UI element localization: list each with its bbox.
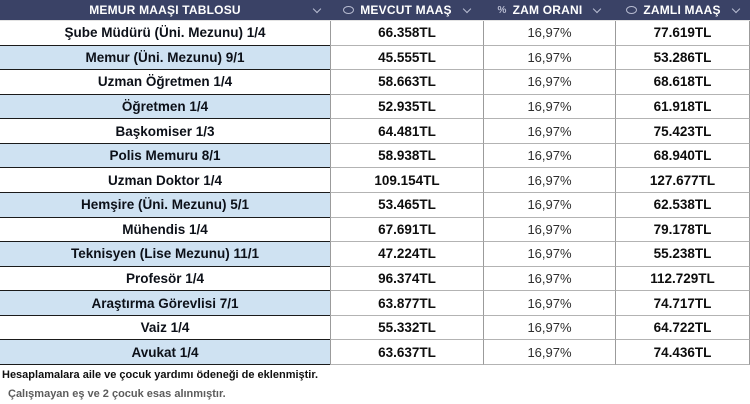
chevron-down-icon [593,4,602,13]
percent-icon: % [497,4,507,16]
header-raise-rate-label: ZAM ORANI [512,3,583,17]
footnote-family-allowance: Hesaplamalara aile ve çocuk yardımı öden… [2,369,319,381]
row-raise-rate: 16,97% [483,217,615,243]
row-current-salary: 55.332TL [330,315,483,341]
row-current-salary: 47.224TL [330,242,483,267]
row-raised-salary: 53.286TL [615,45,750,71]
chevron-down-icon [731,4,740,13]
row-current-salary: 67.691TL [330,217,483,243]
table-row: Uzman Doktor 1/4 109.154TL 16,97% 127.67… [0,168,750,193]
header-raised-salary-label: ZAMLI MAAŞ [643,3,721,17]
row-raised-salary: 77.619TL [615,21,750,46]
row-current-salary: 58.938TL [330,143,483,169]
header-cell-raised-salary[interactable]: ZAMLI MAAŞ [615,0,750,20]
row-raised-salary: 68.940TL [615,143,750,169]
row-raised-salary: 127.677TL [615,168,750,193]
footnotes: Hesaplamalara aile ve çocuk yardımı öden… [0,365,750,400]
row-raised-salary: 79.178TL [615,217,750,243]
row-current-salary: 45.555TL [330,45,483,71]
row-position: Başkomiser 1/3 [0,119,330,144]
row-raise-rate: 16,97% [483,291,615,316]
row-position: Mühendis 1/4 [0,217,330,243]
header-cell-title[interactable]: MEMUR MAAŞI TABLOSU [0,0,330,20]
table-row: Araştırma Görevlisi 7/1 63.877TL 16,97% … [0,291,750,316]
table-row: Avukat 1/4 63.637TL 16,97% 74.436TL [0,340,750,365]
table-row: Öğretmen 1/4 52.935TL 16,97% 61.918TL [0,94,750,120]
header-cell-current-salary[interactable]: MEVCUT MAAŞ [330,0,483,20]
table-row: Uzman Öğretmen 1/4 58.663TL 16,97% 68.61… [0,70,750,95]
row-raised-salary: 75.423TL [615,119,750,144]
currency-icon [343,6,355,14]
table-row: Hemşire (Üni. Mezunu) 5/1 53.465TL 16,97… [0,192,750,218]
table-row: Teknisyen (Lise Mezunu) 11/1 47.224TL 16… [0,242,750,267]
row-position: Öğretmen 1/4 [0,94,330,120]
row-raise-rate: 16,97% [483,266,615,292]
row-raise-rate: 16,97% [483,21,615,46]
row-raise-rate: 16,97% [483,242,615,267]
row-position: Avukat 1/4 [0,340,330,365]
row-raised-salary: 112.729TL [615,266,750,292]
row-raise-rate: 16,97% [483,315,615,341]
row-position: Polis Memuru 8/1 [0,143,330,169]
row-current-salary: 63.877TL [330,291,483,316]
row-raise-rate: 16,97% [483,168,615,193]
row-raised-salary: 64.722TL [615,315,750,341]
row-current-salary: 66.358TL [330,21,483,46]
row-raised-salary: 68.618TL [615,70,750,95]
row-raised-salary: 55.238TL [615,242,750,267]
row-position: Uzman Öğretmen 1/4 [0,70,330,95]
row-raise-rate: 16,97% [483,45,615,71]
row-raise-rate: 16,97% [483,340,615,365]
table-row: Memur (Üni. Mezunu) 9/1 45.555TL 16,97% … [0,45,750,71]
row-current-salary: 63.637TL [330,340,483,365]
table-body: Şube Müdürü (Üni. Mezunu) 1/4 66.358TL 1… [0,20,750,365]
row-current-salary: 58.663TL [330,70,483,95]
footnote-assumptions: Çalışmayan eş ve 2 çocuk esas alınmıştır… [8,388,226,400]
header-cell-raise-rate[interactable]: % ZAM ORANI [483,0,615,20]
header-title-label: MEMUR MAAŞI TABLOSU [89,3,241,17]
row-position: Profesör 1/4 [0,266,330,292]
row-position: Vaiz 1/4 [0,315,330,341]
row-raised-salary: 62.538TL [615,192,750,218]
row-raise-rate: 16,97% [483,192,615,218]
row-raise-rate: 16,97% [483,70,615,95]
table-row: Şube Müdürü (Üni. Mezunu) 1/4 66.358TL 1… [0,21,750,46]
row-position: Araştırma Görevlisi 7/1 [0,291,330,316]
table-row: Polis Memuru 8/1 58.938TL 16,97% 68.940T… [0,143,750,169]
row-position: Şube Müdürü (Üni. Mezunu) 1/4 [0,21,330,46]
table-row: Başkomiser 1/3 64.481TL 16,97% 75.423TL [0,119,750,144]
row-current-salary: 53.465TL [330,192,483,218]
row-current-salary: 96.374TL [330,266,483,292]
row-position: Hemşire (Üni. Mezunu) 5/1 [0,192,330,218]
row-position: Teknisyen (Lise Mezunu) 11/1 [0,242,330,267]
row-position: Memur (Üni. Mezunu) 9/1 [0,45,330,71]
row-raised-salary: 74.717TL [615,291,750,316]
row-raised-salary: 74.436TL [615,340,750,365]
table-header: MEMUR MAAŞI TABLOSU MEVCUT MAAŞ % ZAM OR… [0,0,750,20]
row-current-salary: 64.481TL [330,119,483,144]
row-current-salary: 52.935TL [330,94,483,120]
chevron-down-icon [312,4,322,14]
currency-icon [626,6,638,14]
row-raised-salary: 61.918TL [615,94,750,120]
row-current-salary: 109.154TL [330,168,483,193]
row-position: Uzman Doktor 1/4 [0,168,330,193]
table-row: Vaiz 1/4 55.332TL 16,97% 64.722TL [0,315,750,341]
table-row: Mühendis 1/4 67.691TL 16,97% 79.178TL [0,217,750,243]
chevron-down-icon [462,4,472,13]
table-row: Profesör 1/4 96.374TL 16,97% 112.729TL [0,266,750,292]
header-current-salary-label: MEVCUT MAAŞ [360,3,452,17]
row-raise-rate: 16,97% [483,94,615,120]
row-raise-rate: 16,97% [483,119,615,144]
row-raise-rate: 16,97% [483,143,615,169]
